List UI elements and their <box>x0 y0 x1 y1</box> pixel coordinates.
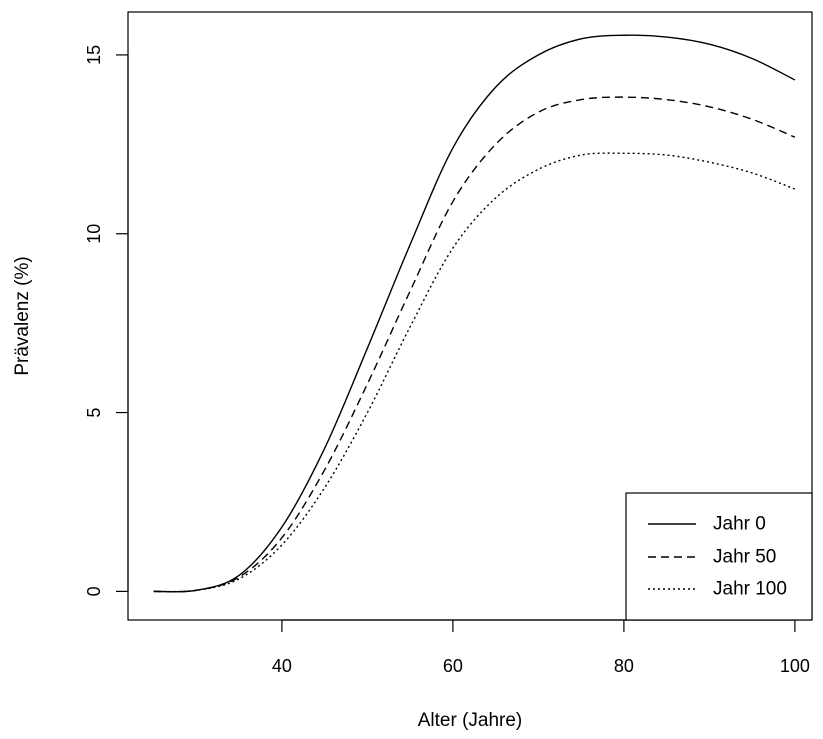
x-tick-label: 100 <box>780 656 810 676</box>
legend-box <box>625 492 813 621</box>
y-axis: 0 5 10 15 <box>84 45 129 596</box>
y-tick-label: 5 <box>84 408 104 418</box>
legend: Jahr 0 Jahr 50 Jahr 100 <box>625 492 813 621</box>
x-tick-label: 60 <box>443 656 463 676</box>
series-line-1 <box>153 96 796 593</box>
series-group <box>153 34 796 593</box>
y-axis-title: Prävalenz (%) <box>12 256 33 375</box>
legend-label-2: Jahr 100 <box>713 579 787 600</box>
legend-label-1: Jahr 50 <box>713 547 776 568</box>
x-tick-label: 80 <box>614 656 634 676</box>
x-axis: 40 60 80 100 <box>272 619 810 676</box>
series-line-0 <box>153 34 796 593</box>
x-axis-title: Alter (Jahre) <box>418 710 523 731</box>
y-tick-label: 10 <box>84 224 104 244</box>
legend-label-0: Jahr 0 <box>713 514 766 535</box>
y-tick-label: 0 <box>84 586 104 596</box>
y-tick-label: 15 <box>84 45 104 65</box>
x-tick-label: 40 <box>272 656 292 676</box>
